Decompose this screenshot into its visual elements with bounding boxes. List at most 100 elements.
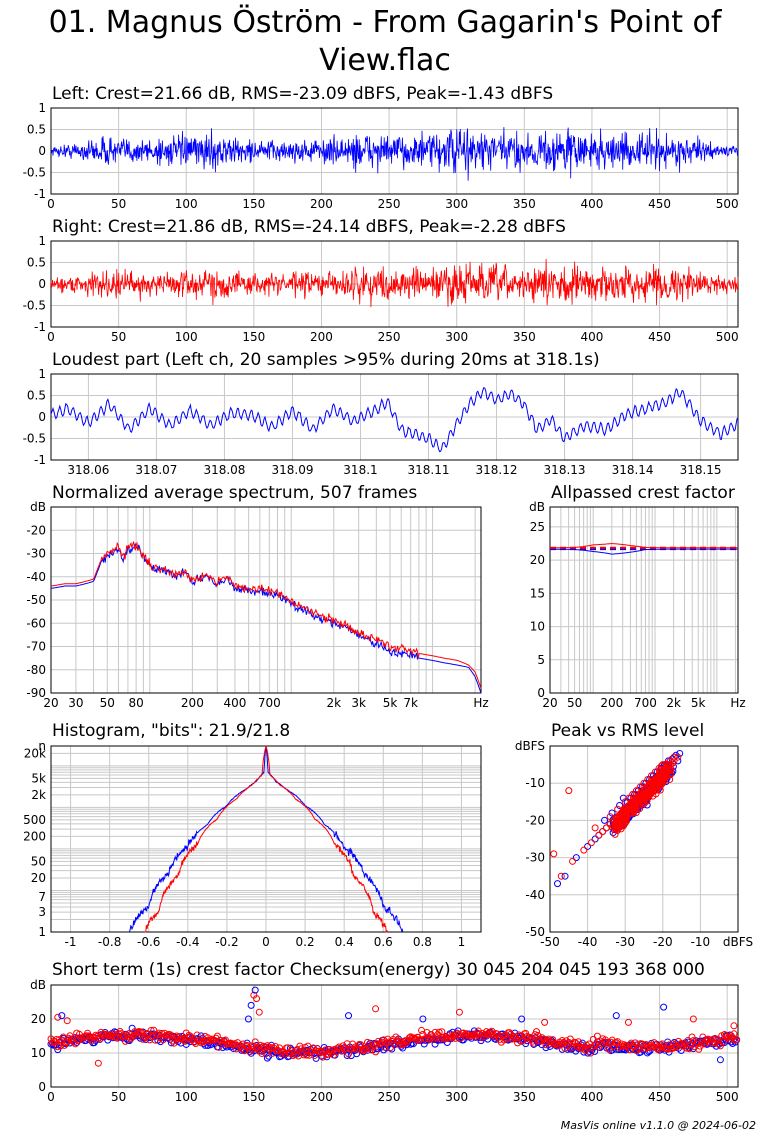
y-tick-label: -30 — [525, 851, 545, 865]
peak-rms-title: Peak vs RMS level — [551, 721, 705, 741]
scatter-point — [591, 835, 599, 843]
x-tick-label: 450 — [648, 330, 671, 344]
scatter-point — [638, 795, 646, 803]
y-tick-label: 15 — [530, 586, 545, 600]
x-tick-label: 7k — [403, 696, 418, 710]
x-tick-label: 318.08 — [203, 463, 245, 477]
crest-point — [396, 1041, 404, 1049]
crest-point-outlier — [730, 1022, 738, 1030]
scatter-point — [557, 872, 565, 880]
y-axis-label: dBFS — [515, 739, 545, 753]
x-tick-label: 318.15 — [680, 463, 722, 477]
crest-point — [603, 1039, 611, 1047]
crest-point-outlier — [251, 986, 259, 994]
y-axis-label: dB — [30, 500, 46, 514]
y-tick-label: -40 — [525, 888, 545, 902]
x-tick-label: 50 — [567, 696, 582, 710]
y-tick-label: -1 — [34, 453, 46, 467]
crest-point-outlier — [263, 1054, 271, 1062]
x-tick-label: 250 — [378, 197, 401, 211]
crest-point — [128, 1033, 136, 1041]
x-tick-label: 300 — [445, 1090, 468, 1104]
y-tick-label: 50 — [31, 854, 46, 868]
scatter-point — [608, 809, 616, 817]
y-tick-label: 10 — [530, 620, 545, 634]
y-tick-label: -20 — [26, 523, 46, 537]
crest-point — [358, 1047, 366, 1055]
crest-point — [591, 1042, 599, 1050]
y-tick-label: 5 — [537, 653, 545, 667]
crest-point-outlier — [94, 1059, 102, 1067]
crest-point — [704, 1035, 712, 1043]
x-tick-label: 700 — [634, 696, 657, 710]
crest-point — [457, 1034, 465, 1042]
scatter-point — [614, 805, 622, 813]
crest-point — [584, 1044, 592, 1052]
scatter-point — [658, 765, 666, 773]
scatter-point — [630, 807, 638, 815]
y-tick-label: 0 — [38, 410, 46, 424]
y-tick-label: 7 — [38, 890, 46, 904]
crest-point-outlier — [716, 1056, 724, 1064]
crest-point — [733, 1036, 741, 1044]
crest-point — [469, 1032, 477, 1040]
y-tick-label: -1 — [34, 187, 46, 201]
y-tick-label: 1 — [38, 367, 46, 381]
x-tick-label: 400 — [580, 330, 603, 344]
crest-point-outlier — [63, 1017, 71, 1025]
crest-point — [683, 1044, 691, 1052]
crest-point-outlier — [247, 1001, 255, 1009]
x-tick-label: 2k — [666, 696, 681, 710]
x-tick-label: 20 — [43, 696, 58, 710]
y-axis-label: dB — [529, 500, 545, 514]
y-tick-label: 5k — [31, 771, 46, 785]
histogram-title: Histogram, "bits": 21.9/21.8 — [52, 721, 291, 741]
crest-point-outlier — [624, 1018, 632, 1026]
crest-point — [422, 1035, 430, 1043]
y-tick-label: 1 — [38, 101, 46, 115]
x-tick-label: 100 — [175, 1090, 198, 1104]
y-axis-label: dB — [30, 978, 46, 992]
x-tick-label: 200 — [181, 696, 204, 710]
crest-point-outlier — [255, 1008, 263, 1016]
y-tick-label: 2k — [31, 788, 46, 802]
scatter-point — [656, 773, 664, 781]
scatter-point — [606, 813, 614, 821]
loudest-part-title: Loudest part (Left ch, 20 samples >95% d… — [52, 350, 600, 370]
y-tick-label: -90 — [26, 686, 46, 700]
short-crest-points-right — [47, 1026, 741, 1061]
x-tick-label: 0 — [47, 1090, 55, 1104]
x-tick-label: 150 — [242, 330, 265, 344]
x-tick-label: 700 — [258, 696, 281, 710]
crest-point — [606, 1046, 614, 1054]
crest-point — [706, 1039, 714, 1047]
y-tick-label: 0 — [38, 1080, 46, 1094]
x-tick-label: 318.11 — [408, 463, 450, 477]
crest-point — [372, 1048, 380, 1056]
x-tick-label: -0.4 — [176, 935, 199, 949]
scatter-point — [591, 824, 599, 832]
scatter-point — [599, 828, 607, 836]
crest-point — [465, 1031, 473, 1039]
crest-point — [731, 1036, 739, 1044]
scatter-point — [650, 778, 658, 786]
scatter-point — [622, 815, 630, 823]
crest-point — [262, 1050, 270, 1058]
spectrum-title: Normalized average spectrum, 507 frames — [52, 483, 418, 503]
crest-point — [695, 1045, 703, 1053]
x-tick-label: 0.4 — [335, 935, 354, 949]
allpass-title: Allpassed crest factor — [551, 483, 735, 503]
x-tick-label: 318.14 — [612, 463, 654, 477]
peakrms-frame — [549, 745, 739, 933]
y-tick-label: 0.5 — [27, 256, 46, 270]
x-tick-label: 350 — [513, 330, 536, 344]
loudest-frame — [50, 373, 739, 461]
x-tick-label: 1 — [458, 935, 466, 949]
crest-point — [381, 1043, 389, 1051]
x-tick-label: 400 — [580, 1090, 603, 1104]
y-tick-label: 0 — [537, 686, 545, 700]
scatter-point — [641, 790, 649, 798]
spectrum-line-left — [50, 542, 482, 694]
x-tick-label: 0 — [47, 330, 55, 344]
